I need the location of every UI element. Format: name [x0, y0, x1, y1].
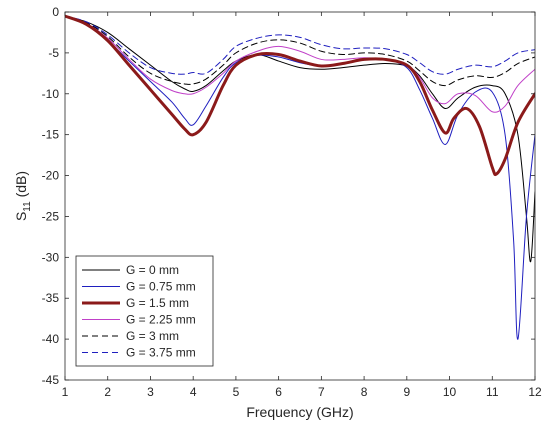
legend: G = 0 mm G = 0.75 mm G = 1.5 mm G = 2.25 mm…	[75, 255, 214, 367]
y-tick-label: -15	[42, 128, 60, 142]
legend-box	[75, 255, 214, 367]
x-tick-label: 5	[233, 385, 240, 399]
x-tick-label: 10	[443, 385, 457, 399]
y-tick-label: -40	[42, 332, 60, 346]
y-axis-label-subscript: 11	[22, 201, 33, 212]
x-tick-label: 12	[528, 385, 542, 399]
x-tick-label: 6	[275, 385, 282, 399]
x-tick-label: 1	[62, 385, 69, 399]
legend-label: G = 2.25 mm	[126, 313, 196, 327]
tick-layer: 1 2 3 4 5 6 7 8 9 10 11 120-5-10-15-20-25-30-35-40-…	[42, 5, 542, 399]
y-tick-label: -35	[42, 291, 60, 305]
y-tick-label: -5	[48, 46, 59, 60]
series-line-2	[65, 14, 535, 177]
legend-label: G = 1.5 mm	[126, 296, 189, 310]
y-axis-label: S11 (dB)	[13, 171, 33, 221]
y-tick-label: -30	[42, 250, 60, 264]
series-layer	[65, 14, 535, 340]
series-line-3	[65, 15, 535, 113]
y-tick-label: 0	[52, 5, 59, 19]
x-tick-label: 8	[361, 385, 368, 399]
x-axis-label: Frequency (GHz)	[246, 404, 353, 420]
y-tick-label: -45	[42, 373, 60, 387]
x-tick-label: 7	[318, 385, 325, 399]
y-tick-label: -20	[42, 169, 60, 183]
series-line-5	[65, 15, 535, 75]
x-tick-label: 11	[486, 385, 499, 399]
y-axis-label-unit: (dB)	[13, 171, 29, 201]
y-tick-label: -25	[42, 209, 60, 223]
legend-label: G = 3 mm	[126, 329, 179, 343]
y-axis-label-main: S	[13, 212, 29, 221]
plot-frame	[64, 11, 536, 381]
x-tick-label: 9	[403, 385, 410, 399]
legend-label: G = 0 mm	[126, 263, 179, 277]
legend-label: G = 3.75 mm	[126, 346, 196, 360]
legend-label: G = 0.75 mm	[126, 280, 196, 294]
x-tick-label: 2	[104, 385, 111, 399]
series-line-4	[65, 15, 535, 87]
x-tick-label: 4	[190, 385, 197, 399]
series-line-0	[65, 15, 535, 263]
y-tick-label: -10	[42, 87, 60, 101]
x-tick-label: 3	[147, 385, 154, 399]
